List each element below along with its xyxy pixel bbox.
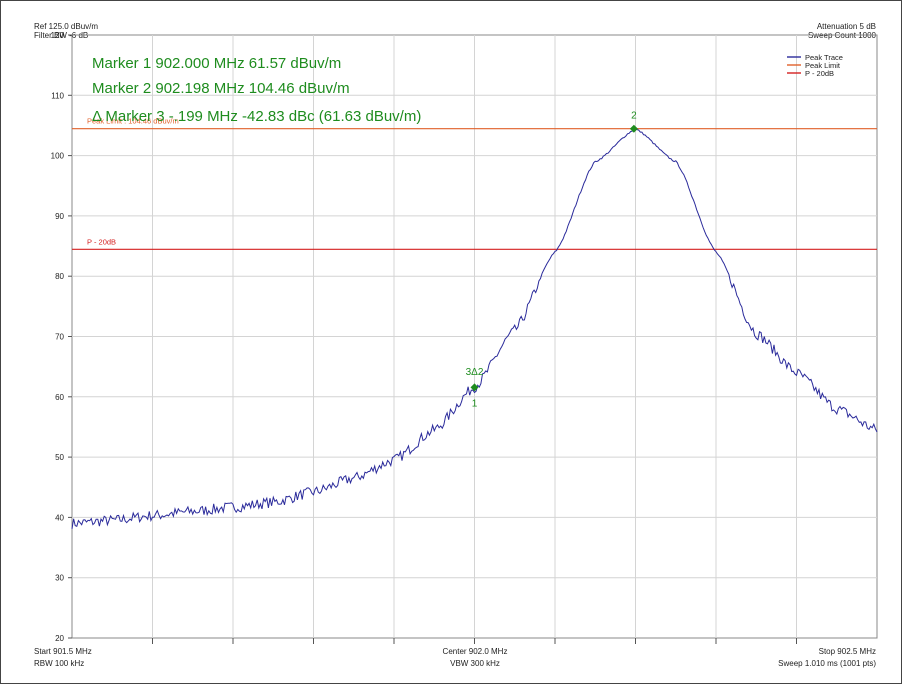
filter-bw-label: Filter BW -6 dB	[34, 31, 89, 40]
y-tick-labels: 20 30 40 50 60 70 80 90 100 110 120	[51, 31, 65, 643]
legend-label: P - 20dB	[805, 69, 834, 78]
start-freq-label: Start 901.5 MHz	[34, 647, 92, 656]
y-tick-label: 110	[51, 91, 64, 100]
y-tick-label: 30	[55, 574, 64, 583]
ref-level-label: Ref 125.0 dBuv/m	[34, 22, 99, 31]
y-tick-label: 40	[55, 513, 64, 522]
trace-layer	[71, 128, 878, 529]
y-tick-label: 70	[55, 333, 64, 342]
marker-2-label: 2	[631, 111, 637, 122]
attenuation-label: Attenuation 5 dB	[816, 22, 876, 31]
y-tick-label: 80	[55, 272, 64, 281]
y-tick-label: 50	[55, 453, 64, 462]
center-freq-label: Center 902.0 MHz	[442, 647, 508, 656]
vbw-label: VBW 300 kHz	[450, 659, 500, 668]
marker-2-diamond	[629, 124, 638, 133]
marker-1-label: 1	[472, 398, 478, 409]
y-tick-label: 90	[55, 212, 64, 221]
marker-3-readout: Δ Marker 3 -.199 MHz -42.83 dBc (61.63 d…	[92, 108, 421, 125]
marker-1-readout: Marker 1 902.000 MHz 61.57 dBuv/m	[92, 55, 341, 72]
marker-layer: 1 2 3Δ2	[466, 111, 638, 409]
y-tick-label: 60	[55, 393, 64, 402]
marker-3-label: 3Δ2	[466, 367, 484, 378]
marker-2-readout: Marker 2 902.198 MHz 104.46 dBuv/m	[92, 80, 350, 97]
limit-lines: Peak Limit : 104.46 dBuv/m P - 20dB	[72, 117, 877, 250]
sweep-time-label: Sweep 1.010 ms (1001 pts)	[778, 659, 876, 668]
peak-trace-line	[71, 128, 878, 529]
rbw-label: RBW 100 kHz	[34, 659, 85, 668]
y-tick-label: 20	[55, 634, 64, 643]
marker-readout: Marker 1 902.000 MHz 61.57 dBuv/m Marker…	[92, 55, 421, 125]
legend-label: Peak Trace	[805, 53, 843, 62]
stop-freq-label: Stop 902.5 MHz	[818, 647, 876, 656]
y-tick-label: 100	[51, 152, 65, 161]
peak-limit-label: Peak Limit : 104.46 dBuv/m	[87, 117, 179, 126]
grid	[68, 34, 878, 644]
y-tick-label: 120	[51, 31, 65, 40]
p-20db-label: P - 20dB	[87, 237, 116, 246]
legend-label: Peak Limit	[805, 61, 841, 70]
marker-1-diamond	[470, 383, 479, 392]
